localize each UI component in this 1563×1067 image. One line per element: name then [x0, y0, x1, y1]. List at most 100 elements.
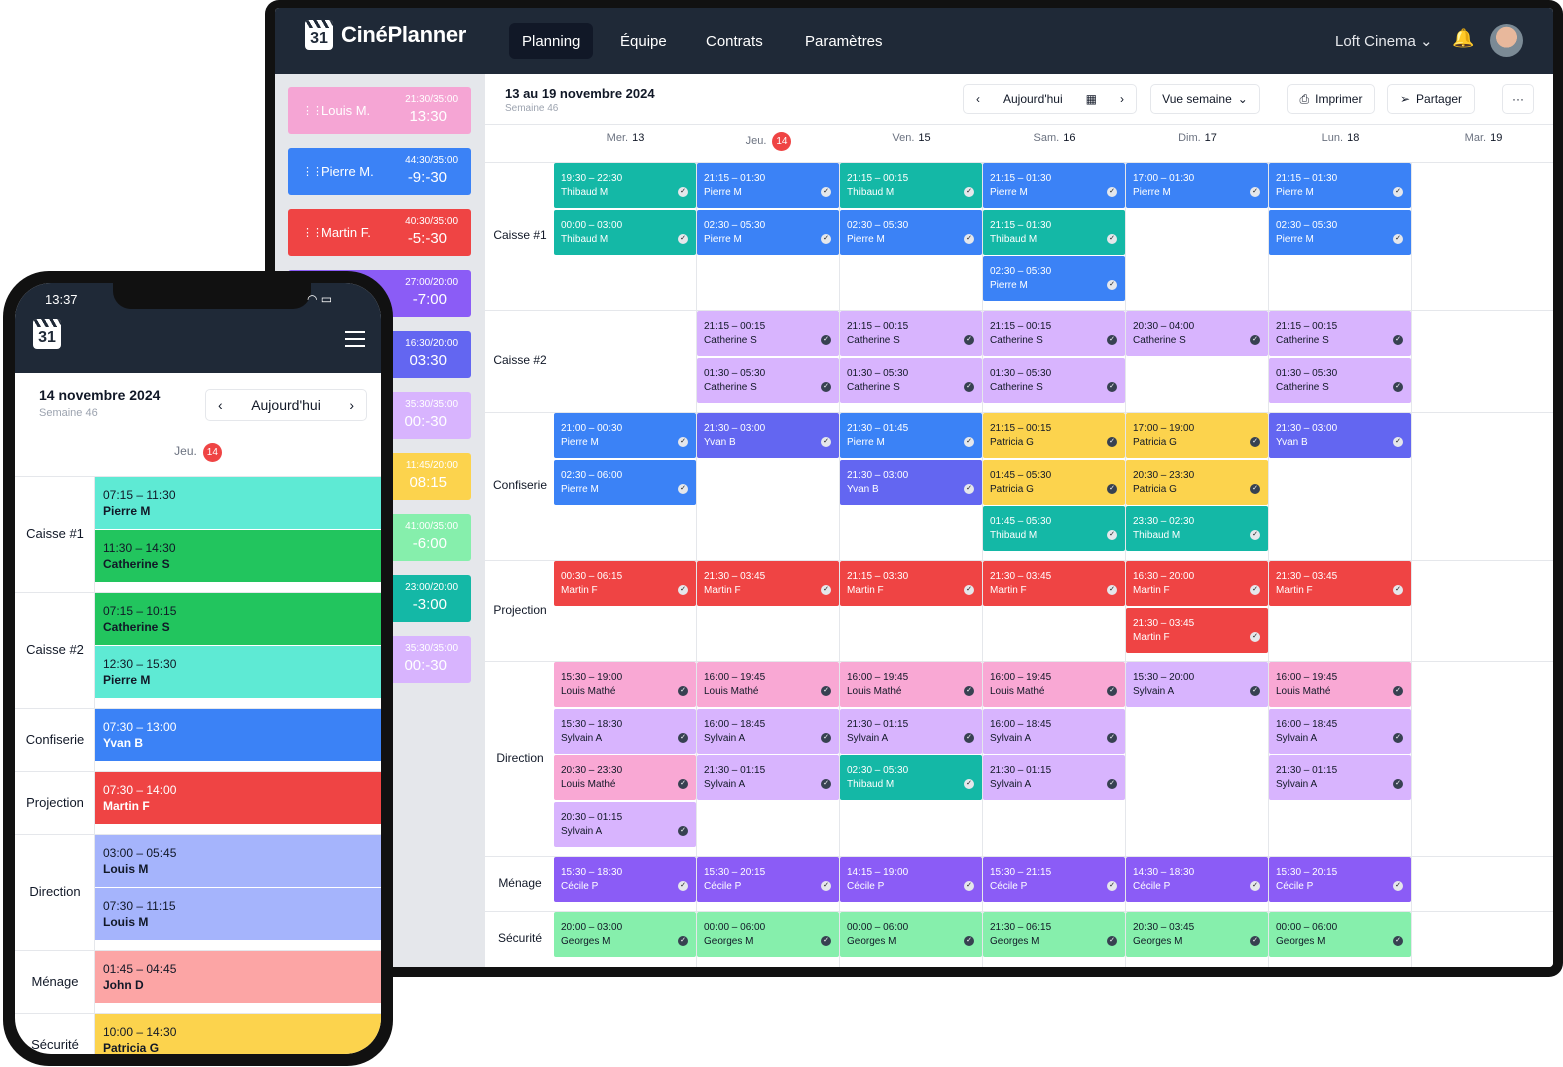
shift-card[interactable]: 03:00 – 05:45 Louis M	[95, 835, 381, 887]
shift-card[interactable]: 21:30 – 03:45 Martin F ✓	[983, 561, 1125, 606]
shift-card[interactable]: 15:30 – 20:15 Cécile P ✓	[697, 857, 839, 902]
shift-card[interactable]: 02:30 – 05:30 Thibaud M ✓	[840, 755, 982, 800]
print-button[interactable]: ⎙ Imprimer	[1287, 84, 1375, 114]
shift-card[interactable]: 21:30 – 03:00 Yvan B ✓	[840, 459, 982, 505]
shift-card[interactable]: 10:00 – 14:30 Patricia G	[95, 1014, 381, 1054]
shift-card[interactable]: 19:30 – 22:30 Thibaud M ✓	[554, 163, 696, 208]
shift-card[interactable]: 21:30 – 03:00 Yvan B ✓	[1269, 413, 1411, 458]
shift-card[interactable]: 21:30 – 06:15 Georges M ✓	[983, 912, 1125, 957]
employee-card[interactable]: ⋮⋮ Pierre M. 44:30/35:00 -9:-30	[288, 148, 471, 195]
bell-icon[interactable]: 🔔	[1452, 28, 1475, 48]
shift-card[interactable]: 20:30 – 04:00 Catherine S ✓	[1126, 311, 1268, 356]
shift-card[interactable]: 16:00 – 18:45 Sylvain A ✓	[1269, 708, 1411, 754]
prev-week-button[interactable]: ‹	[976, 92, 980, 106]
nav-planning[interactable]: Planning	[509, 23, 594, 59]
shift-card[interactable]: 21:15 – 00:15 Patricia G ✓	[983, 413, 1125, 458]
shift-card[interactable]: 20:30 – 23:30 Louis Mathé ✓	[554, 755, 696, 800]
shift-card[interactable]: 23:30 – 02:30 Thibaud M ✓	[1126, 506, 1268, 551]
shift-card[interactable]: 15:30 – 18:30 Cécile P ✓	[554, 857, 696, 902]
shift-card[interactable]: 16:00 – 18:45 Sylvain A ✓	[983, 708, 1125, 754]
venue-selector[interactable]: Loft Cinema ⌄	[1335, 32, 1433, 50]
shift-card[interactable]: 21:15 – 00:15 Catherine S ✓	[983, 311, 1125, 356]
shift-card[interactable]: 16:00 – 19:45 Louis Mathé ✓	[1269, 662, 1411, 707]
shift-card[interactable]: 01:45 – 05:30 Patricia G ✓	[983, 459, 1125, 505]
shift-card[interactable]: 02:30 – 05:30 Pierre M ✓	[983, 256, 1125, 301]
shift-card[interactable]: 16:00 – 19:45 Louis Mathé ✓	[697, 662, 839, 707]
shift-card[interactable]: 20:30 – 01:15 Sylvain A ✓	[554, 801, 696, 847]
drag-handle-icon[interactable]: ⋮⋮	[302, 105, 323, 117]
app-logo[interactable]: 31	[33, 319, 61, 349]
shift-card[interactable]: 21:30 – 03:00 Yvan B ✓	[697, 413, 839, 458]
shift-card[interactable]: 15:30 – 21:15 Cécile P ✓	[983, 857, 1125, 902]
shift-card[interactable]: 21:15 – 00:15 Thibaud M ✓	[840, 163, 982, 208]
nav-parametres[interactable]: Paramètres	[805, 32, 883, 50]
shift-card[interactable]: 07:30 – 13:00 Yvan B	[95, 709, 381, 761]
shift-card[interactable]: 15:30 – 18:30 Sylvain A ✓	[554, 708, 696, 754]
shift-card[interactable]: 21:00 – 00:30 Pierre M ✓	[554, 413, 696, 458]
shift-card[interactable]: 01:30 – 05:30 Catherine S ✓	[983, 357, 1125, 403]
shift-card[interactable]: 14:15 – 19:00 Cécile P ✓	[840, 857, 982, 902]
shift-card[interactable]: 20:30 – 03:45 Georges M ✓	[1126, 912, 1268, 957]
shift-card[interactable]: 21:15 – 01:30 Thibaud M ✓	[983, 209, 1125, 255]
shift-card[interactable]: 16:00 – 19:45 Louis Mathé ✓	[840, 662, 982, 707]
shift-card[interactable]: 17:00 – 19:00 Patricia G ✓	[1126, 413, 1268, 458]
shift-card[interactable]: 21:15 – 00:15 Catherine S ✓	[840, 311, 982, 356]
shift-card[interactable]: 01:45 – 04:45 John D	[95, 951, 381, 1003]
shift-card[interactable]: 12:30 – 15:30 Pierre M	[95, 646, 381, 698]
shift-card[interactable]: 21:30 – 03:45 Martin F ✓	[1126, 607, 1268, 653]
today-button[interactable]: Aujourd'hui	[251, 397, 321, 413]
shift-card[interactable]: 21:15 – 01:30 Pierre M ✓	[1269, 163, 1411, 208]
employee-card[interactable]: ⋮⋮ Louis M. 21:30/35:00 13:30	[288, 87, 471, 134]
menu-icon[interactable]	[345, 331, 365, 352]
avatar[interactable]	[1490, 24, 1523, 57]
shift-card[interactable]: 07:30 – 14:00 Martin F	[95, 772, 381, 824]
shift-card[interactable]: 14:30 – 18:30 Cécile P ✓	[1126, 857, 1268, 902]
shift-card[interactable]: 07:15 – 10:15 Catherine S	[95, 593, 381, 645]
shift-card[interactable]: 15:30 – 19:00 Louis Mathé ✓	[554, 662, 696, 707]
shift-card[interactable]: 00:00 – 06:00 Georges M ✓	[1269, 912, 1411, 957]
shift-card[interactable]: 21:30 – 03:45 Martin F ✓	[1269, 561, 1411, 606]
prev-day-button[interactable]: ‹	[218, 397, 223, 413]
shift-card[interactable]: 21:15 – 00:15 Catherine S ✓	[697, 311, 839, 356]
shift-card[interactable]: 20:00 – 03:00 Georges M ✓	[554, 912, 696, 957]
nav-contrats[interactable]: Contrats	[706, 32, 763, 50]
shift-card[interactable]: 07:30 – 11:15 Louis M	[95, 888, 381, 940]
shift-card[interactable]: 00:00 – 06:00 Georges M ✓	[697, 912, 839, 957]
calendar-icon[interactable]: ▦	[1085, 92, 1097, 106]
shift-card[interactable]: 02:30 – 05:30 Pierre M ✓	[697, 209, 839, 255]
more-button[interactable]: ···	[1502, 84, 1534, 114]
shift-card[interactable]: 21:15 – 00:15 Catherine S ✓	[1269, 311, 1411, 356]
today-button[interactable]: Aujourd'hui	[1002, 92, 1063, 106]
shift-card[interactable]: 01:30 – 05:30 Catherine S ✓	[840, 357, 982, 403]
view-selector[interactable]: Vue semaine ⌄	[1150, 84, 1260, 114]
drag-handle-icon[interactable]: ⋮⋮	[302, 166, 323, 178]
shift-card[interactable]: 20:30 – 23:30 Patricia G ✓	[1126, 459, 1268, 505]
shift-card[interactable]: 00:00 – 03:00 Thibaud M ✓	[554, 209, 696, 255]
shift-card[interactable]: 07:15 – 11:30 Pierre M	[95, 477, 381, 529]
shift-card[interactable]: 21:15 – 03:30 Martin F ✓	[840, 561, 982, 606]
shift-card[interactable]: 21:15 – 01:30 Pierre M ✓	[983, 163, 1125, 208]
shift-card[interactable]: 02:30 – 05:30 Pierre M ✓	[1269, 209, 1411, 255]
nav-equipe[interactable]: Équipe	[620, 32, 667, 50]
shift-card[interactable]: 15:30 – 20:00 Sylvain A ✓	[1126, 662, 1268, 707]
shift-card[interactable]: 21:30 – 01:45 Pierre M ✓	[840, 413, 982, 458]
shift-card[interactable]: 01:30 – 05:30 Catherine S ✓	[697, 357, 839, 403]
shift-card[interactable]: 16:00 – 18:45 Sylvain A ✓	[697, 708, 839, 754]
shift-card[interactable]: 16:30 – 20:00 Martin F ✓	[1126, 561, 1268, 606]
employee-card[interactable]: ⋮⋮ Martin F. 40:30/35:00 -5:-30	[288, 209, 471, 256]
shift-card[interactable]: 21:30 – 01:15 Sylvain A ✓	[697, 755, 839, 800]
shift-card[interactable]: 21:30 – 01:15 Sylvain A ✓	[840, 708, 982, 754]
shift-card[interactable]: 02:30 – 05:30 Pierre M ✓	[840, 209, 982, 255]
next-day-button[interactable]: ›	[349, 397, 354, 413]
app-logo[interactable]: 31 CinéPlanner	[305, 20, 466, 50]
shift-card[interactable]: 21:30 – 01:15 Sylvain A ✓	[1269, 755, 1411, 800]
shift-card[interactable]: 00:00 – 06:00 Georges M ✓	[840, 912, 982, 957]
shift-card[interactable]: 21:30 – 03:45 Martin F ✓	[697, 561, 839, 606]
next-week-button[interactable]: ›	[1119, 92, 1124, 106]
shift-card[interactable]: 15:30 – 20:15 Cécile P ✓	[1269, 857, 1411, 902]
drag-handle-icon[interactable]: ⋮⋮	[302, 227, 323, 239]
shift-card[interactable]: 17:00 – 01:30 Pierre M ✓	[1126, 163, 1268, 208]
shift-card[interactable]: 21:30 – 01:15 Sylvain A ✓	[983, 755, 1125, 800]
shift-card[interactable]: 01:45 – 05:30 Thibaud M ✓	[983, 506, 1125, 551]
shift-card[interactable]: 21:15 – 01:30 Pierre M ✓	[697, 163, 839, 208]
